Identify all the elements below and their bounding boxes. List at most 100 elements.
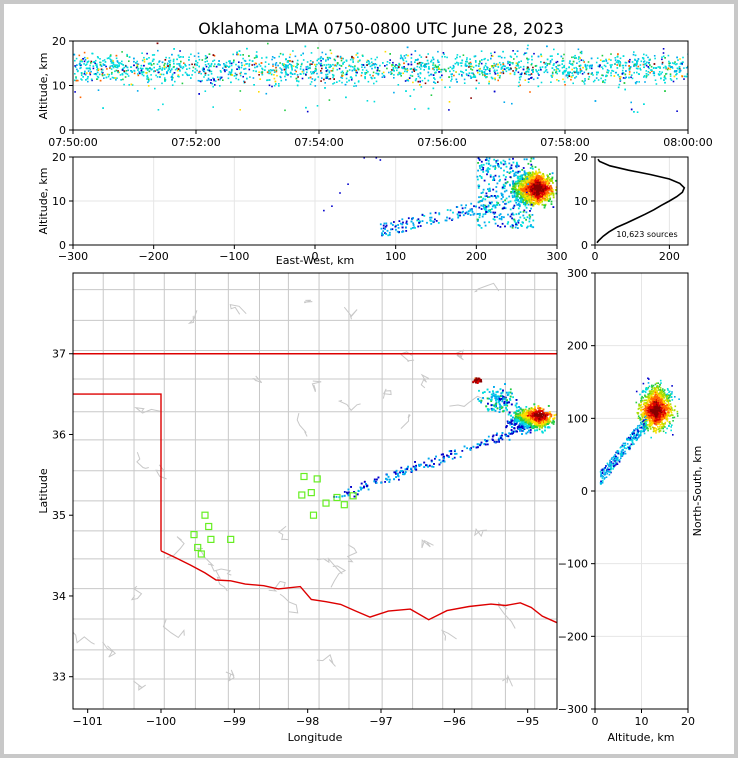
source-point	[621, 69, 624, 72]
source-point	[301, 77, 304, 80]
source-point	[493, 65, 495, 67]
source-point	[301, 70, 304, 73]
source-point	[281, 69, 283, 71]
source-point	[508, 172, 511, 174]
source-point	[665, 73, 667, 75]
source-point	[82, 76, 84, 78]
source-point	[125, 65, 128, 68]
source-point	[510, 164, 513, 167]
source-point	[325, 70, 328, 72]
source-point	[542, 180, 545, 183]
source-point	[423, 66, 426, 68]
source-point	[636, 61, 638, 64]
source-point	[253, 84, 255, 86]
source-point	[248, 55, 250, 57]
source-point	[475, 87, 477, 90]
source-point	[299, 68, 302, 70]
source-point	[637, 58, 640, 60]
source-point	[391, 228, 394, 231]
source-point	[345, 96, 347, 99]
source-point	[515, 195, 518, 198]
source-point	[493, 70, 496, 73]
source-point	[328, 71, 331, 74]
source-point	[637, 73, 640, 75]
source-point	[482, 205, 485, 207]
source-point	[206, 69, 209, 71]
source-point	[80, 78, 82, 80]
source-point	[602, 81, 604, 83]
source-point	[513, 191, 516, 194]
source-point	[328, 56, 331, 59]
source-point	[521, 177, 524, 179]
source-point	[614, 63, 616, 65]
source-point	[255, 51, 258, 53]
source-point	[628, 65, 630, 67]
source-point	[480, 62, 483, 65]
source-point	[491, 65, 494, 67]
source-point	[489, 188, 491, 191]
source-point	[497, 66, 500, 68]
source-point	[453, 74, 455, 77]
panhandle-border	[73, 393, 162, 551]
source-point	[499, 72, 502, 74]
source-point	[648, 59, 651, 61]
source-point	[159, 76, 161, 78]
source-point	[372, 63, 375, 66]
source-point	[212, 54, 215, 56]
source-point	[525, 158, 528, 161]
source-point	[351, 56, 353, 58]
source-point	[537, 189, 540, 191]
source-point	[599, 59, 602, 61]
source-point	[558, 192, 560, 194]
source-point	[664, 77, 667, 80]
source-point	[484, 198, 487, 201]
source-point	[454, 62, 457, 65]
source-point	[357, 56, 359, 58]
source-point	[522, 195, 525, 197]
source-point	[686, 73, 688, 75]
source-point	[458, 73, 460, 76]
source-point	[606, 69, 609, 71]
source-point	[267, 42, 269, 45]
source-point	[483, 207, 485, 209]
source-point	[424, 63, 426, 66]
source-point	[515, 188, 518, 191]
source-point	[162, 73, 165, 76]
source-point	[456, 213, 459, 216]
source-point	[520, 175, 523, 178]
source-point	[191, 63, 193, 66]
source-point	[675, 73, 677, 76]
source-point	[289, 53, 292, 56]
source-point	[492, 204, 495, 207]
source-point	[321, 64, 324, 67]
source-point	[647, 56, 649, 59]
source-point	[77, 79, 79, 82]
source-point	[342, 63, 344, 65]
source-point	[527, 81, 530, 83]
source-point	[255, 70, 257, 73]
source-point	[500, 161, 502, 164]
source-point	[500, 217, 503, 220]
source-point	[529, 91, 531, 93]
source-point	[471, 65, 473, 68]
source-point	[523, 209, 526, 212]
source-point	[117, 70, 119, 72]
source-point	[629, 66, 632, 69]
source-point	[353, 68, 355, 71]
source-point	[653, 63, 656, 65]
source-point	[230, 72, 233, 74]
source-point	[618, 75, 621, 78]
source-point	[80, 66, 82, 69]
county-line	[440, 629, 457, 641]
source-point	[493, 51, 496, 54]
source-point	[527, 61, 529, 64]
source-point	[79, 96, 82, 99]
source-point	[168, 68, 170, 70]
source-point	[533, 172, 536, 175]
source-point	[448, 76, 450, 78]
source-point	[484, 209, 487, 211]
source-point	[150, 74, 152, 76]
source-point	[110, 62, 113, 64]
source-point	[446, 56, 448, 59]
source-point	[213, 79, 215, 82]
